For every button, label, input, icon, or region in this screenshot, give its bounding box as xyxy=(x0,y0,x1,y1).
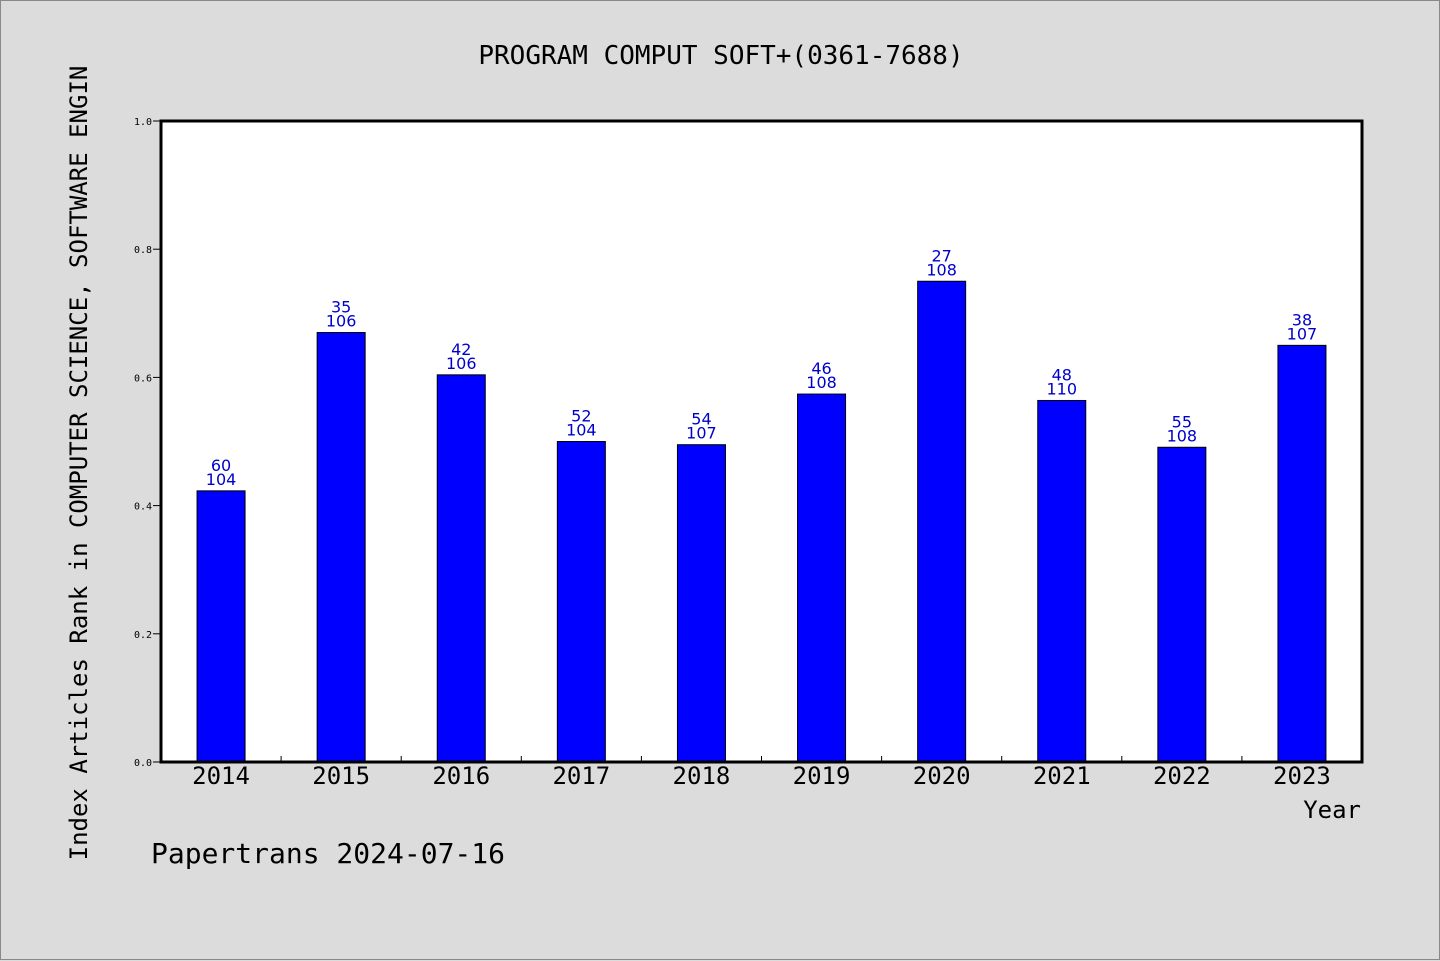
bar-rank-label: 48 xyxy=(1052,365,1072,384)
bar-2021 xyxy=(1037,399,1087,763)
ticks-layer: 2014 2015 2016 2017 2018 2019 2020 2021 2022 2023… xyxy=(134,117,1331,790)
bar-total-label: 108 xyxy=(806,373,837,392)
bar-2020 xyxy=(917,280,967,763)
bar-2018 xyxy=(676,444,726,763)
y-tick-label: 0.2 xyxy=(134,630,152,641)
bar-total-label: 107 xyxy=(686,424,717,443)
bar-2023 xyxy=(1277,344,1327,763)
plot-border xyxy=(159,119,1364,764)
footer-credit: Papertrans 2024-07-16 xyxy=(151,837,505,870)
y-tick-label: 0.0 xyxy=(134,758,152,769)
bar-2015 xyxy=(316,332,366,763)
bar-2019 xyxy=(797,393,847,763)
bar-2017 xyxy=(556,441,606,763)
data-labels-layer: 6010435106421065210454107461082710848110… xyxy=(206,246,1317,489)
x-axis-label: Year xyxy=(1303,796,1361,824)
bar-total-label: 104 xyxy=(206,470,237,489)
x-tick-label: 2018 xyxy=(673,762,731,790)
x-tick-label: 2016 xyxy=(432,762,490,790)
y-axis-label: Index Articles Rank in COMPUTER SCIENCE,… xyxy=(65,66,93,861)
x-tick-label: 2014 xyxy=(192,762,250,790)
x-tick-label: 2023 xyxy=(1273,762,1331,790)
bar-rank-label: 52 xyxy=(571,407,591,426)
bar-2016 xyxy=(436,374,486,763)
x-tick-label: 2015 xyxy=(312,762,370,790)
bar-total-label: 104 xyxy=(566,421,597,440)
y-tick-label: 0.8 xyxy=(134,245,152,256)
bar-rank-label: 54 xyxy=(691,410,711,429)
x-tick-label: 2017 xyxy=(552,762,610,790)
y-tick-label: 0.4 xyxy=(134,502,152,513)
bar-rank-label: 42 xyxy=(451,340,471,359)
bar-total-label: 107 xyxy=(1287,324,1318,343)
bar-total-label: 106 xyxy=(326,312,357,331)
chart-title: PROGRAM COMPUT SOFT+(0361-7688) xyxy=(478,41,963,71)
bar-rank-label: 60 xyxy=(211,456,231,475)
bar-rank-label: 27 xyxy=(931,246,951,265)
x-tick-label: 2021 xyxy=(1033,762,1091,790)
y-tick-label: 0.6 xyxy=(134,373,152,384)
bar-total-label: 110 xyxy=(1046,379,1077,398)
bar-total-label: 108 xyxy=(1167,426,1198,445)
x-tick-label: 2022 xyxy=(1153,762,1211,790)
x-tick-label: 2020 xyxy=(913,762,971,790)
x-tick-label: 2019 xyxy=(793,762,851,790)
bar-total-label: 106 xyxy=(446,354,477,373)
bar-2022 xyxy=(1157,446,1207,763)
bar-rank-label: 35 xyxy=(331,298,351,317)
bar-total-label: 108 xyxy=(926,260,957,279)
bar-rank-label: 46 xyxy=(811,359,831,378)
bars-layer xyxy=(196,280,1327,763)
bar-2014 xyxy=(196,490,246,763)
bar-rank-label: 55 xyxy=(1172,412,1192,431)
bar-rank-label: 38 xyxy=(1292,310,1312,329)
y-tick-label: 1.0 xyxy=(134,117,152,128)
